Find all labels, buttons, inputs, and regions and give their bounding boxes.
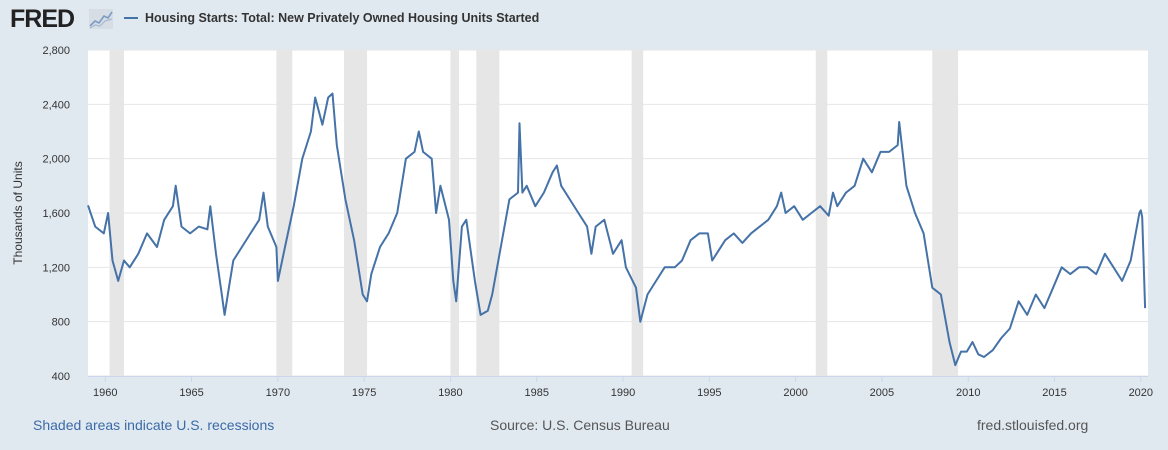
x-tick-label: 1990 xyxy=(611,387,635,399)
site-url: fred.stlouisfed.org xyxy=(977,417,1089,433)
x-tick-label: 1975 xyxy=(352,387,376,399)
x-tick-label: 2010 xyxy=(956,387,980,399)
y-axis-title: Thousands of Units xyxy=(11,161,25,265)
y-tick-label: 400 xyxy=(52,371,70,383)
x-tick-label: 1995 xyxy=(697,387,721,399)
y-tick-label: 2,000 xyxy=(42,154,70,166)
x-tick-label: 2000 xyxy=(783,387,807,399)
x-tick-label: 2015 xyxy=(1042,387,1066,399)
y-tick-label: 1,200 xyxy=(42,262,70,274)
line-chart-icon xyxy=(89,9,113,29)
legend-label: Housing Starts: Total: New Privately Own… xyxy=(145,11,540,25)
x-tick-label: 2020 xyxy=(1129,387,1153,399)
y-tick-label: 800 xyxy=(52,317,70,329)
y-tick-label: 2,800 xyxy=(42,45,70,57)
x-tick-label: 2005 xyxy=(870,387,894,399)
x-tick-label: 1960 xyxy=(93,387,117,399)
recession-note-link[interactable]: Shaded areas indicate U.S. recessions xyxy=(33,417,275,433)
x-tick-label: 1985 xyxy=(524,387,548,399)
legend-swatch xyxy=(124,17,138,19)
x-tick-label: 1965 xyxy=(179,387,203,399)
x-tick-label: 1970 xyxy=(266,387,290,399)
y-tick-label: 1,600 xyxy=(42,208,70,220)
legend: Housing Starts: Total: New Privately Own… xyxy=(124,11,539,25)
series-line xyxy=(87,92,1147,367)
y-tick-label: 2,400 xyxy=(42,99,70,111)
x-tick-label: 1980 xyxy=(438,387,462,399)
fred-logo[interactable]: FRED xyxy=(10,5,75,33)
source-text: Source: U.S. Census Bureau xyxy=(490,417,670,433)
